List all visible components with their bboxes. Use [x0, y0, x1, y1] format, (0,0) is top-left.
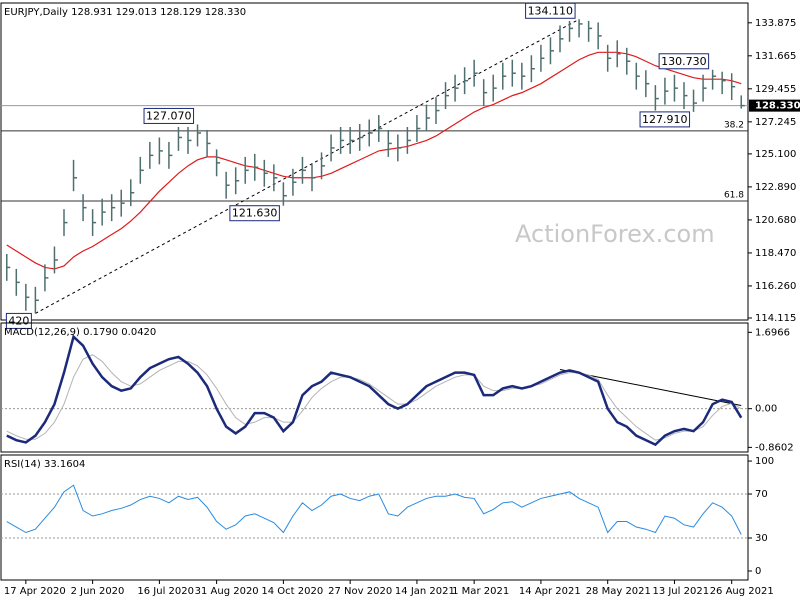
annotation-label: 127.070	[146, 109, 192, 122]
series-line	[6, 354, 742, 441]
x-tick-label: 2 Jun 2020	[71, 586, 125, 597]
y-tick-label: 133.875	[755, 18, 796, 29]
annotation-box	[229, 205, 280, 222]
annotation-label: 130.730	[661, 55, 707, 68]
y-tick-label: 118.470	[755, 248, 796, 259]
watermark: ActionForex.com	[515, 220, 715, 248]
annotation-label: 121.630	[232, 207, 278, 220]
annotation-box	[525, 2, 576, 19]
y-tick-label: 0	[755, 566, 761, 577]
y-tick-label: 1.6966	[755, 327, 790, 338]
series-line	[6, 334, 743, 447]
y-tick-label: 125.100	[755, 149, 796, 160]
annotation-label: 127.910	[642, 113, 688, 126]
series-line	[6, 484, 742, 535]
x-tick-label: 14 Apr 2021	[519, 586, 581, 597]
x-tick-label: 14 Jan 2021	[395, 586, 455, 597]
y-tick-label: 131.665	[755, 51, 796, 62]
y-tick-label: 70	[755, 489, 768, 500]
y-tick-label: -0.8602	[755, 442, 794, 453]
annotation-label: 420	[8, 314, 29, 327]
y-tick-label: 129.455	[755, 84, 796, 95]
x-tick-label: 26 Aug 2021	[710, 586, 774, 597]
x-tick-label: 13 Jul 2021	[652, 586, 709, 597]
y-tick-label: 122.890	[755, 182, 796, 193]
panel-title: MACD(12,26,9) 0.1790 0.0420	[4, 327, 156, 338]
panel-frame	[0, 454, 749, 581]
annotation-box	[143, 107, 195, 124]
level-label: 61.8	[724, 190, 744, 200]
annotation-box	[658, 53, 710, 70]
y-tick-label: 100	[755, 456, 774, 467]
annotation-label: 134.110	[528, 4, 574, 17]
x-tick-label: 28 May 2021	[586, 586, 651, 597]
trendline	[35, 18, 580, 314]
x-tick-label: 1 Mar 2021	[452, 586, 509, 597]
panel-title: RSI(14) 33.1604	[4, 459, 85, 470]
x-tick-label: 14 Oct 2020	[261, 586, 323, 597]
x-tick-label: 31 Aug 2020	[195, 586, 259, 597]
last-price-box	[749, 99, 800, 112]
y-tick-label: 120.680	[755, 215, 796, 226]
panel-frame	[0, 2, 749, 321]
panel-title: EURJPY,Daily 128.931 129.013 128.129 128…	[4, 7, 246, 18]
annotation-box	[5, 312, 32, 329]
y-tick-label: 114.115	[755, 313, 796, 324]
y-tick-label: 127.245	[755, 117, 796, 128]
level-label: 38.2	[724, 120, 744, 130]
x-tick-label: 17 Apr 2020	[4, 586, 66, 597]
x-tick-label: 16 Jul 2020	[137, 586, 194, 597]
y-tick-label: 116.260	[755, 281, 796, 292]
panel-frame	[0, 322, 749, 453]
moving-average	[6, 51, 742, 270]
y-tick-label: 30	[755, 533, 768, 544]
annotation-box	[639, 111, 691, 128]
y-tick-label: 0.00	[755, 404, 777, 415]
x-tick-label: 27 Nov 2020	[328, 586, 392, 597]
last-price-label: 128.330	[755, 101, 800, 112]
